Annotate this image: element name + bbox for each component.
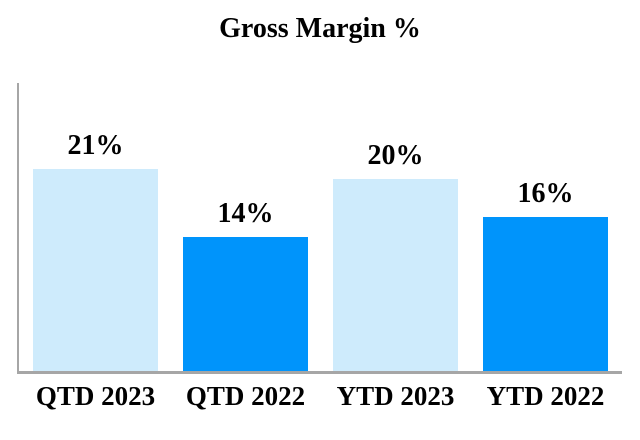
chart-title: Gross Margin % xyxy=(219,13,421,44)
bar-group: 16% xyxy=(483,180,608,371)
y-axis-line xyxy=(17,83,19,374)
category-label: YTD 2022 xyxy=(486,381,605,411)
x-axis-line xyxy=(17,371,622,374)
bar xyxy=(333,179,458,371)
bar xyxy=(183,237,308,371)
bar-value-label: 21% xyxy=(67,130,124,161)
bar xyxy=(33,169,158,371)
bar-value-label: 14% xyxy=(217,198,274,229)
category-label: QTD 2022 xyxy=(185,381,306,411)
category-axis-labels: QTD 2023 QTD 2022 YTD 2023 YTD 2022 xyxy=(33,381,608,412)
bar xyxy=(483,217,608,371)
plot-area: 21% 14% 20% 16% xyxy=(33,83,608,371)
category-label: YTD 2023 xyxy=(336,381,455,411)
bar-value-label: 16% xyxy=(517,178,574,209)
bar-value-label: 20% xyxy=(367,140,424,171)
category-label: QTD 2023 xyxy=(35,381,156,411)
bar-group: 14% xyxy=(183,200,308,371)
bar-group: 20% xyxy=(333,142,458,371)
bar-group: 21% xyxy=(33,132,158,371)
